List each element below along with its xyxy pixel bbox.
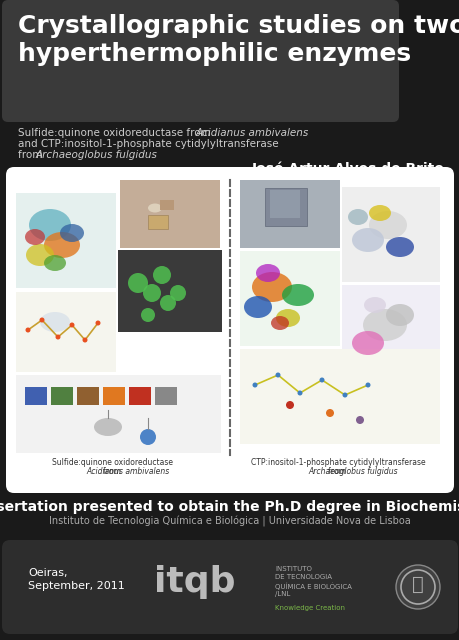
Text: Sulfide:quinone oxidoreductase: Sulfide:quinone oxidoreductase	[52, 458, 173, 467]
Circle shape	[140, 429, 156, 445]
Text: Instituto de Tecnologia Química e Biológica | Universidade Nova de Lisboa: Instituto de Tecnologia Química e Biológ…	[49, 516, 410, 527]
Circle shape	[160, 295, 176, 311]
Circle shape	[128, 273, 148, 293]
Text: José Artur Alves de Brito: José Artur Alves de Brito	[252, 162, 444, 177]
Bar	[264, 188, 306, 226]
Ellipse shape	[25, 229, 45, 245]
Text: from: from	[18, 150, 45, 160]
Ellipse shape	[351, 228, 383, 252]
Bar	[240, 251, 339, 346]
Text: Acidianus ambivalens: Acidianus ambivalens	[196, 128, 308, 138]
Ellipse shape	[94, 418, 122, 436]
Bar	[240, 349, 439, 444]
Circle shape	[25, 328, 30, 333]
Circle shape	[56, 335, 61, 339]
Ellipse shape	[40, 312, 70, 332]
Circle shape	[153, 266, 171, 284]
Text: and CTP:inositol-1-phosphate cytidylyltransferase: and CTP:inositol-1-phosphate cytidylyltr…	[18, 139, 278, 149]
Text: September, 2011: September, 2011	[28, 581, 124, 591]
FancyBboxPatch shape	[6, 167, 453, 493]
Bar	[148, 215, 168, 229]
Ellipse shape	[362, 309, 406, 341]
Text: Dissertation presented to obtain the Ph.D degree in Biochemistry: Dissertation presented to obtain the Ph.…	[0, 500, 459, 514]
Bar	[120, 180, 219, 248]
Text: from: from	[327, 467, 347, 476]
Circle shape	[39, 317, 45, 323]
Circle shape	[395, 565, 439, 609]
Ellipse shape	[44, 232, 80, 258]
Circle shape	[252, 383, 257, 387]
Ellipse shape	[270, 316, 288, 330]
Ellipse shape	[351, 331, 383, 355]
Ellipse shape	[148, 204, 162, 212]
Circle shape	[297, 390, 302, 396]
Circle shape	[95, 321, 100, 326]
Bar	[240, 180, 339, 248]
Ellipse shape	[29, 209, 71, 241]
Ellipse shape	[363, 297, 385, 313]
Circle shape	[143, 284, 161, 302]
Ellipse shape	[368, 211, 406, 239]
Text: Acidianus ambivalens: Acidianus ambivalens	[86, 467, 169, 476]
Bar	[51, 387, 73, 405]
Circle shape	[275, 372, 280, 378]
Ellipse shape	[26, 244, 54, 266]
Ellipse shape	[44, 255, 66, 271]
Circle shape	[365, 383, 369, 387]
Bar	[160, 200, 174, 210]
Text: itqb: itqb	[154, 565, 235, 599]
Bar	[16, 292, 116, 372]
Ellipse shape	[275, 309, 299, 327]
Circle shape	[355, 416, 363, 424]
FancyBboxPatch shape	[2, 0, 398, 122]
Bar	[129, 387, 151, 405]
Text: Knowledge Creation: Knowledge Creation	[274, 605, 344, 611]
Circle shape	[325, 409, 333, 417]
Ellipse shape	[385, 237, 413, 257]
Circle shape	[342, 392, 347, 397]
Text: ⓘ: ⓘ	[411, 575, 423, 593]
Ellipse shape	[252, 272, 291, 302]
Circle shape	[82, 337, 87, 342]
Ellipse shape	[256, 264, 280, 282]
Text: CTP:inositol-1-phosphate cytidylyltransferase: CTP:inositol-1-phosphate cytidylyltransf…	[250, 458, 425, 467]
Bar	[269, 190, 299, 218]
Circle shape	[285, 401, 293, 409]
Ellipse shape	[368, 205, 390, 221]
Text: Archaeoglobus fulgidus: Archaeoglobus fulgidus	[36, 150, 157, 160]
Ellipse shape	[347, 209, 367, 225]
Bar	[25, 387, 47, 405]
Ellipse shape	[281, 284, 313, 306]
Ellipse shape	[60, 224, 84, 242]
Text: INSTITUTO
DE TECNOLOGIA
QUÍMICA E BIOLÓGICA
/LNL: INSTITUTO DE TECNOLOGIA QUÍMICA E BIOLÓG…	[274, 566, 351, 597]
Bar	[341, 285, 439, 375]
Bar	[341, 187, 439, 282]
Ellipse shape	[385, 304, 413, 326]
Text: Sulfide:quinone oxidoreductase from: Sulfide:quinone oxidoreductase from	[18, 128, 213, 138]
Text: Archaeoglobus fulgidus: Archaeoglobus fulgidus	[308, 467, 397, 476]
Circle shape	[141, 308, 155, 322]
Bar	[16, 375, 220, 453]
Text: from: from	[103, 467, 123, 476]
FancyBboxPatch shape	[2, 540, 457, 634]
Text: Crystallographic studies on two
hyperthermophilic enzymes: Crystallographic studies on two hyperthe…	[18, 14, 459, 66]
Circle shape	[69, 323, 74, 328]
Bar	[155, 387, 177, 405]
Bar	[77, 387, 99, 405]
Text: Oeiras,: Oeiras,	[28, 568, 67, 578]
Circle shape	[170, 285, 185, 301]
Ellipse shape	[243, 296, 271, 318]
Bar	[16, 193, 116, 288]
Circle shape	[319, 378, 324, 383]
Bar	[103, 387, 125, 405]
Bar	[118, 250, 222, 332]
